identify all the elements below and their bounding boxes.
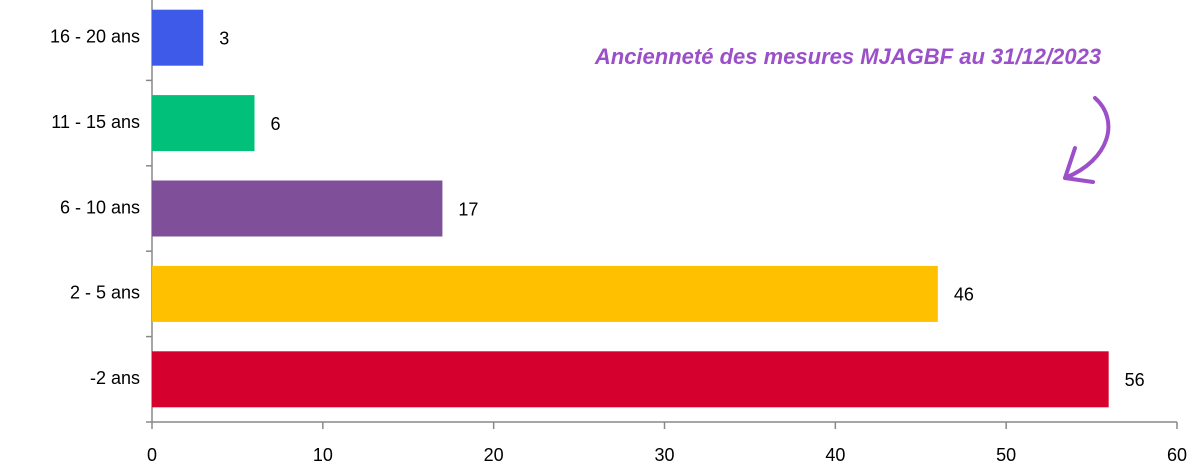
y-tick-label: -2 ans: [90, 368, 140, 388]
x-tick-label: 10: [313, 445, 333, 465]
x-tick-label: 30: [654, 445, 674, 465]
data-label: 17: [458, 199, 478, 219]
arrow: [1063, 96, 1111, 184]
bar: [152, 265, 938, 322]
bar: [152, 9, 204, 66]
bar: [152, 180, 443, 237]
x-tick-label: 40: [825, 445, 845, 465]
x-tick-label: 50: [996, 445, 1016, 465]
y-tick-label: 6 - 10 ans: [60, 197, 140, 217]
data-label: 6: [271, 114, 281, 134]
y-tick-label: 11 - 15 ans: [51, 112, 140, 132]
x-tick-label: 0: [147, 445, 157, 465]
bar: [152, 95, 255, 152]
data-label: 56: [1125, 370, 1145, 390]
x-tick-label: 60: [1167, 445, 1187, 465]
y-tick-label: 2 - 5 ans: [70, 283, 140, 303]
data-label: 46: [954, 285, 974, 305]
data-label: 3: [219, 28, 229, 48]
bar: [152, 351, 1109, 408]
chart-title: Ancienneté des mesures MJAGBF au 31/12/2…: [594, 44, 1101, 69]
x-tick-label: 20: [484, 445, 504, 465]
y-tick-label: 16 - 20 ans: [50, 26, 140, 46]
